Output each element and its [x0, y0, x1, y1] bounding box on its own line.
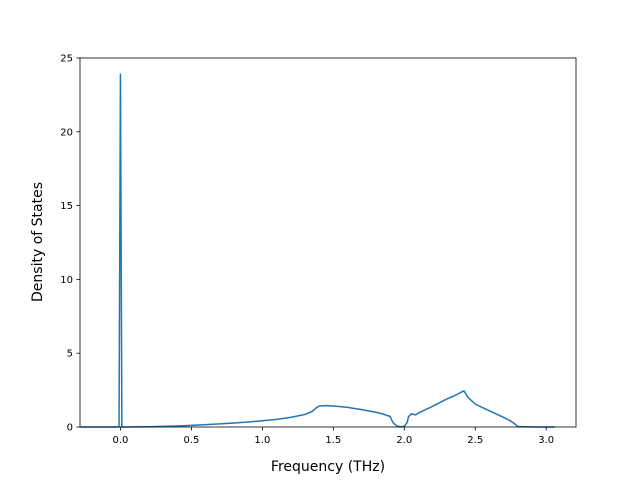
- x-tick-label: 0.0: [112, 435, 128, 446]
- y-tick-label: 5: [67, 349, 73, 360]
- x-tick-label: 0.5: [183, 435, 199, 446]
- y-tick-label: 25: [60, 54, 73, 65]
- x-axis-title: Frequency (THz): [271, 459, 385, 475]
- plot-frame: [79, 57, 577, 428]
- plot-background: [80, 58, 576, 427]
- x-tick-label: 3.0: [538, 435, 554, 446]
- y-axis-title: Density of States: [30, 182, 46, 302]
- x-tick-label: 1.0: [254, 435, 270, 446]
- x-tick-label: 1.5: [325, 435, 341, 446]
- y-tick-label: 0: [67, 423, 73, 434]
- x-axis: 0.0 0.5 1.0 1.5 2.0 2.5 3.0: [112, 427, 554, 446]
- y-tick-label: 20: [60, 127, 73, 138]
- y-axis: 0 5 10 15 20 25: [60, 54, 80, 434]
- x-tick-label: 2.5: [467, 435, 483, 446]
- y-tick-label: 15: [60, 201, 73, 212]
- y-tick-label: 10: [60, 275, 73, 286]
- x-tick-label: 2.0: [396, 435, 412, 446]
